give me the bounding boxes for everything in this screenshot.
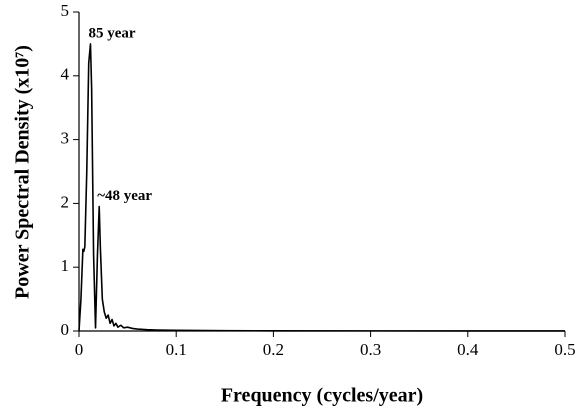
y-tick-label: 4 — [61, 65, 70, 84]
x-tick-label: 0.4 — [457, 340, 479, 359]
y-tick-label: 3 — [61, 129, 70, 148]
y-tick-label: 5 — [61, 1, 70, 20]
x-tick-label: 0.5 — [554, 340, 575, 359]
y-axis-label: Power Spectral Density (x10⁷) — [12, 45, 34, 299]
y-tick-label: 2 — [61, 192, 70, 211]
x-tick-label: 0.2 — [263, 340, 284, 359]
annotation: ~48 year — [97, 188, 152, 204]
y-tick-label: 0 — [61, 320, 70, 339]
x-tick-label: 0.3 — [360, 340, 381, 359]
x-tick-label: 0 — [75, 340, 84, 359]
x-tick-label: 0.1 — [166, 340, 187, 359]
line-series — [78, 43, 565, 332]
annotation: 85 year — [88, 25, 135, 41]
x-axis-label: Frequency (cycles/year) — [221, 385, 423, 407]
y-tick-label: 1 — [61, 256, 70, 275]
